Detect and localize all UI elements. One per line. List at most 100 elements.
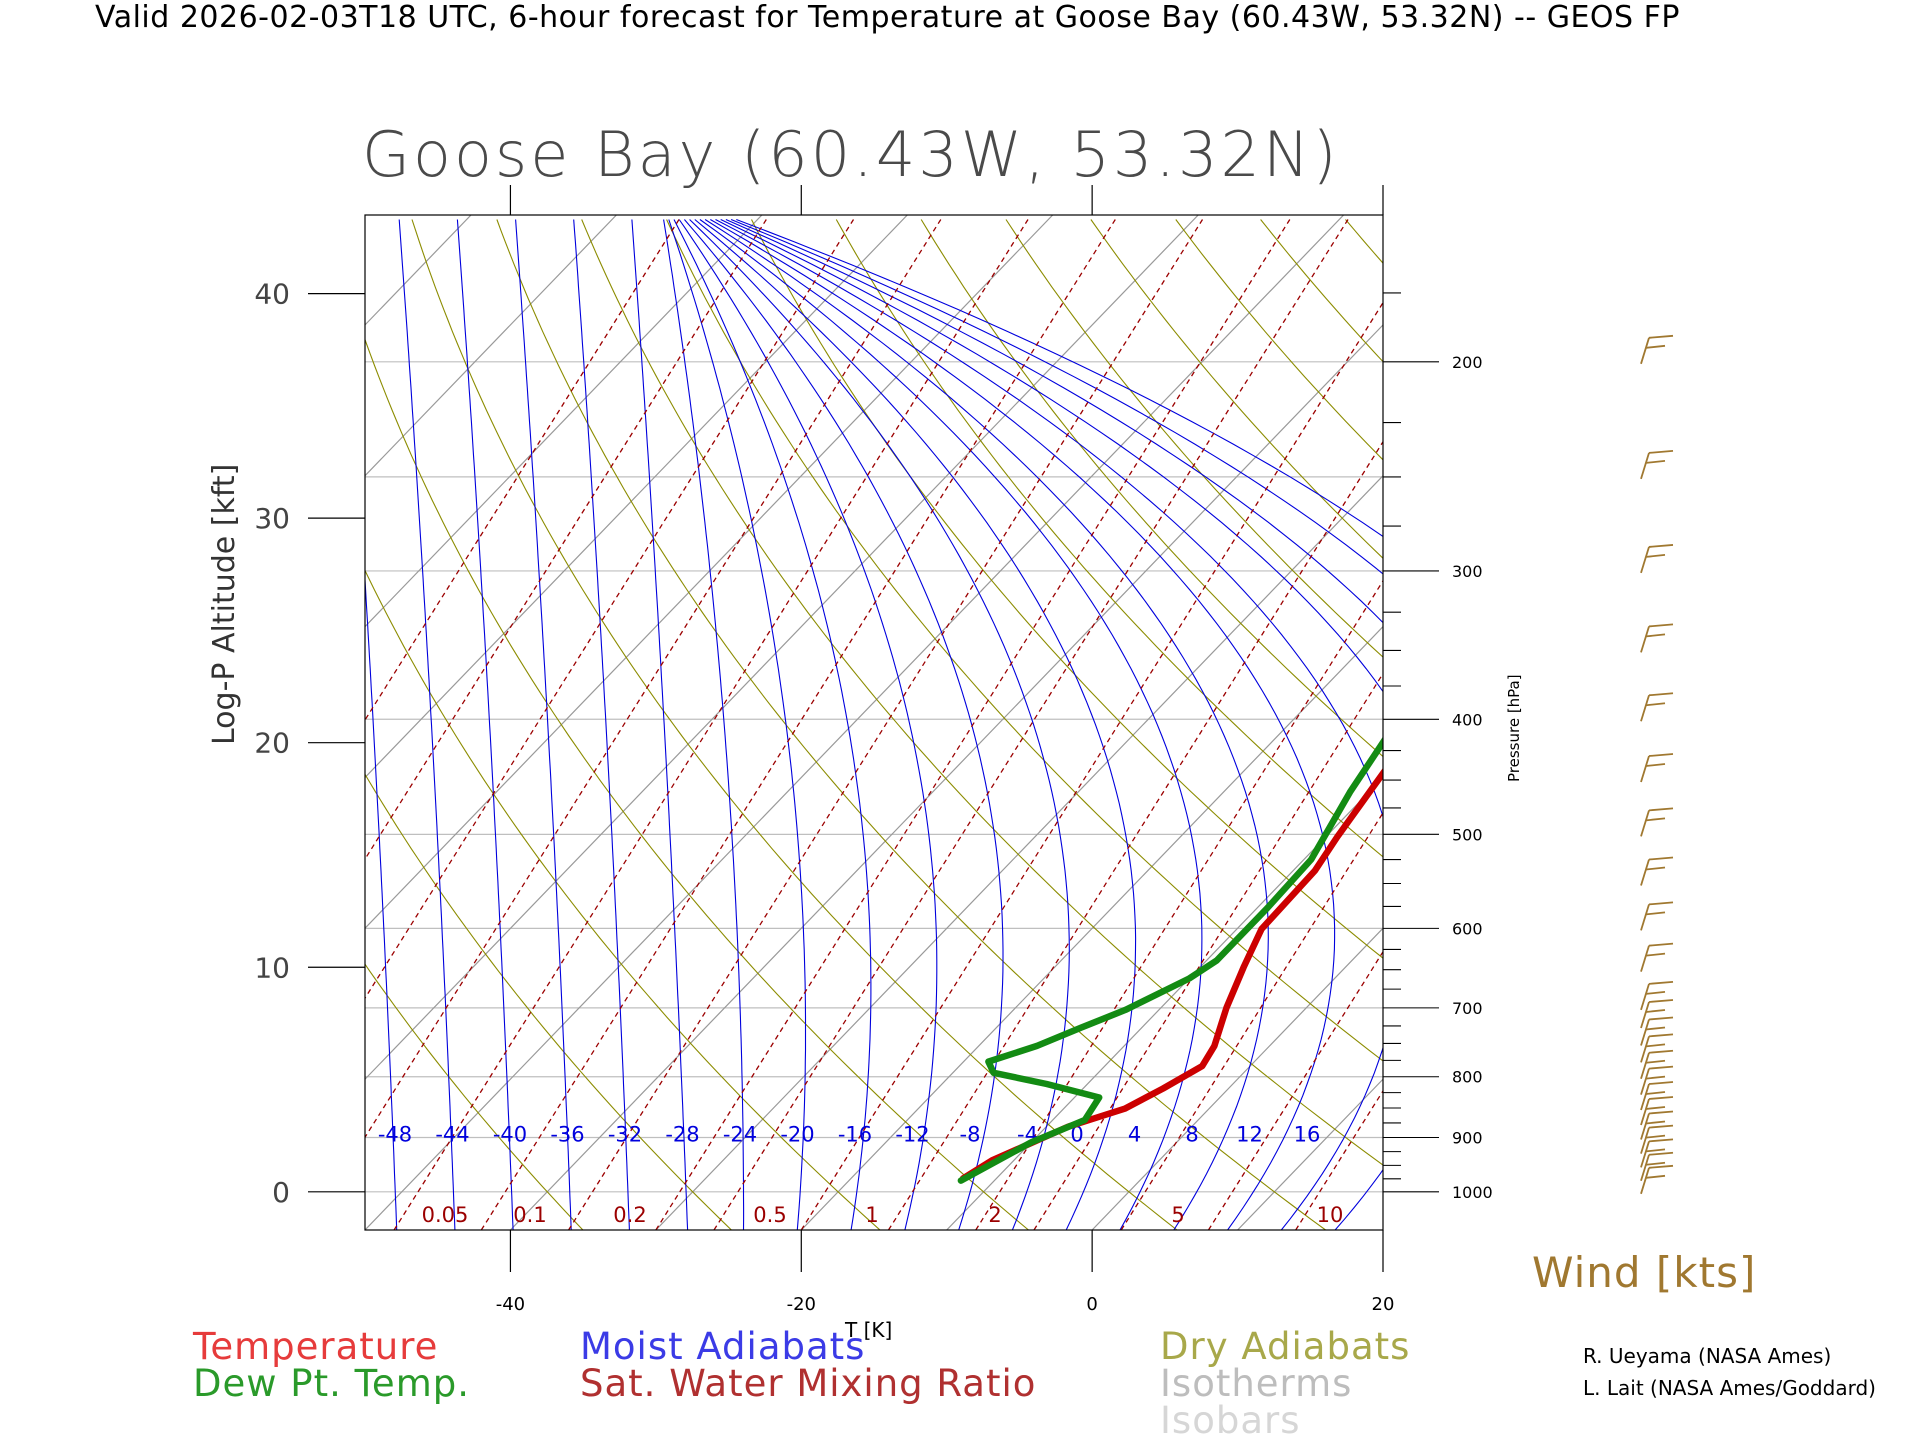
y-tick-label: 40	[254, 278, 290, 311]
moist-adiabat-label: -36	[550, 1122, 584, 1146]
isotherm-line	[0, 215, 471, 1230]
moist-adiabat-line	[695, 220, 1136, 1231]
mixing-ratio-line	[976, 220, 1610, 1231]
isotherm-line	[220, 215, 1199, 1230]
dry-adiabat-line	[1515, 220, 1920, 1231]
mixing-ratio-label: 5	[1171, 1203, 1184, 1227]
moist-adiabat-label: 4	[1128, 1122, 1141, 1146]
wind-barb	[1641, 808, 1673, 836]
wind-barb	[1641, 693, 1673, 721]
pressure-tick-label: 500	[1452, 825, 1483, 844]
credits: R. Ueyama (NASA Ames) L. Lait (NASA Ames…	[1583, 1340, 1876, 1404]
pressure-tick-label: 400	[1452, 710, 1483, 729]
mixing-ratio-line	[1470, 220, 1920, 1231]
moist-adiabat-label: -12	[895, 1122, 929, 1146]
isotherm-line	[1528, 215, 1920, 1230]
moist-adiabat-label: -8	[960, 1122, 981, 1146]
wind-barb	[1641, 336, 1673, 364]
x-tick-label: 20	[1372, 1294, 1395, 1315]
pressure-tick-label: 200	[1452, 353, 1483, 372]
mixing-ratio-line	[1296, 220, 1920, 1231]
mixing-ratio-line	[1121, 220, 1755, 1231]
moist-adiabat-line	[283, 220, 339, 1231]
moist-adiabat-label: -44	[435, 1122, 469, 1146]
y-tick-label: 10	[254, 951, 290, 984]
isotherm-line	[1238, 215, 1920, 1230]
moist-adiabat-line	[399, 220, 455, 1231]
dry-adiabat-line	[157, 220, 731, 1231]
wind-barb	[1641, 1166, 1673, 1194]
moist-adiabat-label: -28	[665, 1122, 699, 1146]
isotherm-line	[74, 215, 1053, 1230]
legend-dewpoint: Dew Pt. Temp.	[193, 1362, 470, 1405]
legend-mixing-ratio: Sat. Water Mixing Ratio	[580, 1362, 1036, 1405]
moist-adiabat-label: 16	[1294, 1122, 1321, 1146]
dry-adiabat-line	[1091, 220, 1920, 1231]
mixing-ratio-label: 0.2	[613, 1203, 646, 1227]
moist-adiabat-line	[716, 220, 1402, 1231]
moist-adiabat-line	[516, 220, 572, 1231]
dewpoint-profile	[961, 215, 1920, 1181]
pressure-tick-label: 700	[1452, 999, 1483, 1018]
dry-adiabat-line	[1176, 220, 1920, 1231]
dry-adiabat-line	[1770, 220, 1920, 1231]
legend-isobars: Isobars	[1160, 1399, 1300, 1442]
moist-adiabat-line	[669, 220, 806, 1231]
moist-adiabat-label: 12	[1236, 1122, 1263, 1146]
wind-barb	[1641, 1000, 1673, 1028]
wind-label: Wind [kts]	[1532, 1248, 1756, 1297]
x-tick-label: -20	[787, 1294, 816, 1315]
dry-adiabat-line	[497, 220, 1326, 1231]
wind-barb	[1641, 1017, 1673, 1045]
y-tick-label: 0	[272, 1176, 290, 1209]
x-tick-label: -40	[496, 1294, 525, 1315]
moist-adiabat-line	[167, 220, 223, 1231]
mixing-ratio-line	[656, 220, 1290, 1231]
moist-adiabat-label: -16	[838, 1122, 872, 1146]
dry-adiabat-line	[1685, 220, 1920, 1231]
moist-adiabat-line	[632, 220, 688, 1231]
x-tick-label: 0	[1086, 1294, 1097, 1315]
dry-adiabat-line	[73, 220, 583, 1231]
y-tick-label: 20	[254, 727, 290, 760]
wind-barb	[1641, 1051, 1673, 1079]
wind-barb	[1641, 858, 1673, 886]
wind-barb	[1641, 1097, 1673, 1125]
temperature-profile	[963, 215, 1920, 1178]
pressure-tick-label: 600	[1452, 919, 1483, 938]
wind-barb	[1641, 1034, 1673, 1062]
y-tick-label: 30	[254, 502, 290, 535]
moist-adiabat-line	[664, 220, 744, 1231]
plot-frame	[365, 215, 1383, 1230]
pressure-tick-label: 900	[1452, 1128, 1483, 1147]
wind-barb	[1641, 754, 1673, 782]
dry-adiabat-line	[1346, 220, 1920, 1231]
moist-adiabat-label: -48	[378, 1122, 412, 1146]
wind-barb	[1641, 1082, 1673, 1110]
dry-adiabat-line	[1430, 220, 1920, 1231]
moist-adiabat-line	[684, 220, 1003, 1231]
moist-adiabat-line	[736, 220, 1666, 1231]
isotherm-line	[947, 215, 1920, 1230]
moist-adiabat-line	[341, 220, 397, 1231]
pressure-tick-label: 300	[1452, 562, 1483, 581]
moist-adiabat-line	[726, 220, 1534, 1231]
isotherm-line	[0, 215, 762, 1230]
credit-line-1: R. Ueyama (NASA Ames)	[1583, 1340, 1876, 1372]
dry-adiabat-line	[921, 220, 1920, 1231]
mixing-ratio-line	[889, 220, 1523, 1231]
moist-adiabat-line	[674, 220, 871, 1231]
wind-barb	[1641, 982, 1673, 1010]
moist-adiabat-line	[225, 220, 281, 1231]
moist-adiabat-line	[721, 220, 1468, 1231]
wind-barb	[1641, 624, 1673, 652]
mixing-ratio-line	[1034, 220, 1668, 1231]
mixing-ratio-line	[801, 220, 1435, 1231]
moist-adiabat-label: -40	[493, 1122, 527, 1146]
mixing-ratio-label: 0.5	[753, 1203, 786, 1227]
credit-line-2: L. Lait (NASA Ames/Goddard)	[1583, 1372, 1876, 1404]
dry-adiabat-line	[1855, 220, 1920, 1231]
mixing-ratio-label: 0.05	[422, 1203, 469, 1227]
moist-adiabat-line	[700, 220, 1202, 1231]
